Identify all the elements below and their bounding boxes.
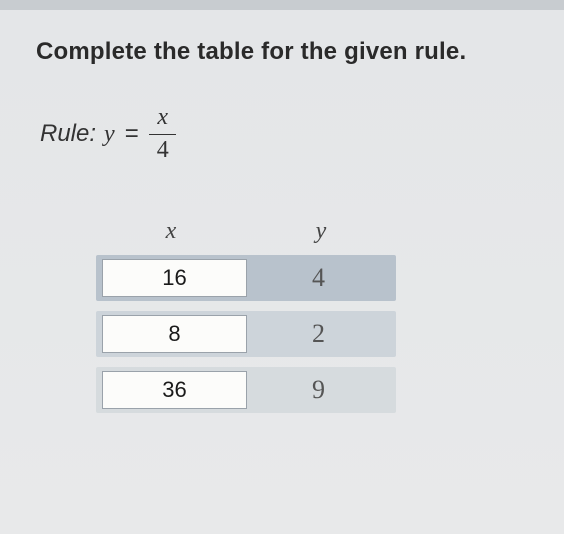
xy-table: x y 16 4 8 2 36 9 <box>96 218 396 413</box>
y-value: 2 <box>247 319 390 349</box>
instruction-heading: Complete the table for the given rule. <box>36 38 528 66</box>
x-input[interactable]: 36 <box>102 371 247 409</box>
table-row: 16 4 <box>96 255 396 301</box>
rule-label: Rule: <box>40 120 96 148</box>
table-row: 8 2 <box>96 311 396 357</box>
fraction: x 4 <box>149 104 177 164</box>
rule-equation: Rule: y = x 4 <box>40 104 528 164</box>
variable-y: y <box>104 121 115 148</box>
fraction-denominator: 4 <box>149 135 177 165</box>
y-value: 9 <box>247 375 390 405</box>
table-header: x y <box>96 218 396 245</box>
table-row: 36 9 <box>96 367 396 413</box>
x-input[interactable]: 8 <box>102 315 247 353</box>
equals-sign: = <box>125 120 139 148</box>
window-top-border <box>0 0 564 10</box>
header-y: y <box>246 218 396 245</box>
y-value: 4 <box>247 263 390 293</box>
fraction-numerator: x <box>149 104 176 135</box>
header-x: x <box>96 218 246 245</box>
x-input[interactable]: 16 <box>102 259 247 297</box>
